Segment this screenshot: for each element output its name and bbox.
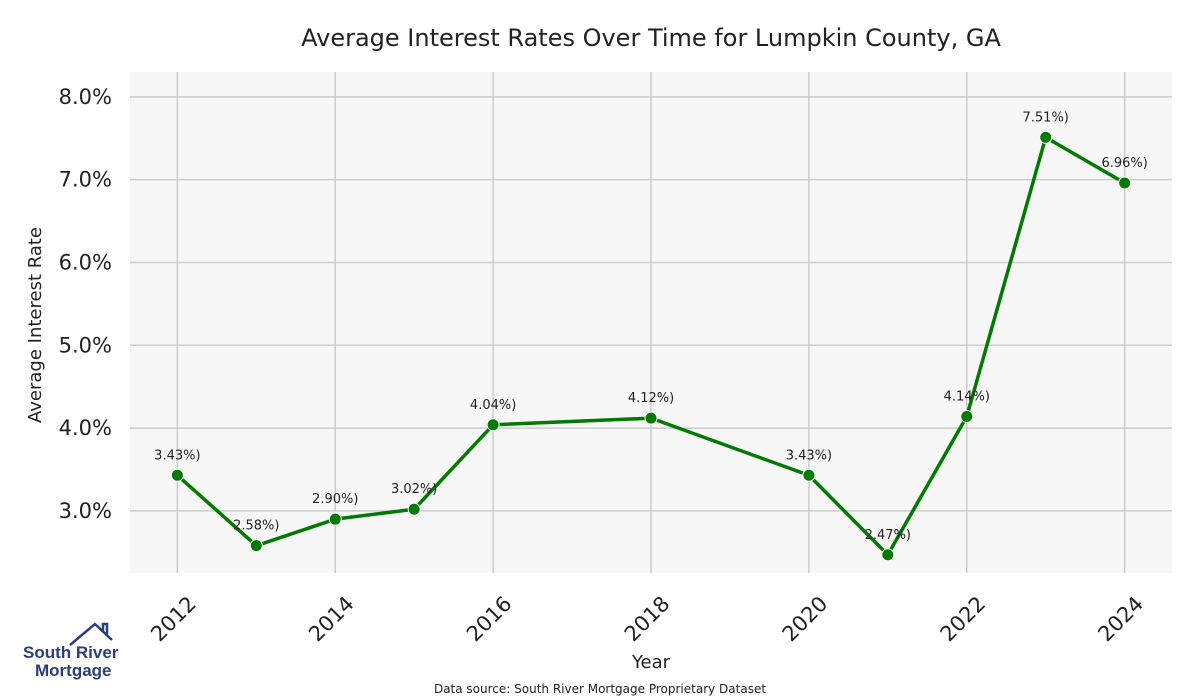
data-label: 2.90%) — [312, 492, 358, 507]
y-tick-label: 6.0% — [59, 250, 112, 274]
data-point — [328, 512, 342, 526]
data-point — [960, 409, 974, 423]
y-tick-label: 4.0% — [59, 416, 112, 440]
logo-line1: South River — [23, 643, 119, 662]
y-axis-ticks: 3.0% 4.0% 5.0% 6.0% 7.0% 8.0% — [59, 85, 112, 523]
x-tick-label: 2022 — [936, 592, 991, 647]
x-tick-label: 2012 — [146, 592, 201, 647]
house-roof-icon — [69, 622, 113, 646]
series-group — [170, 130, 1132, 562]
gridlines — [130, 72, 1172, 573]
data-point — [1118, 176, 1132, 190]
logo-line2: Mortgage — [35, 661, 112, 680]
data-point — [881, 548, 895, 562]
data-label: 6.96%) — [1101, 156, 1147, 171]
x-tick-label: 2020 — [778, 592, 833, 647]
data-point — [1039, 130, 1053, 144]
data-labels: 3.43%) 2.58%) 2.90%) 3.02%) 4.04%) 4.12%) 3.43… — [154, 110, 1148, 542]
x-axis-label: Year — [631, 652, 671, 673]
data-label: 4.12%) — [628, 391, 674, 406]
data-label: 3.43%) — [154, 448, 200, 463]
data-point — [486, 418, 500, 432]
data-point — [802, 468, 816, 482]
data-label: 3.43%) — [786, 448, 832, 463]
y-tick-label: 5.0% — [59, 333, 112, 357]
data-point — [170, 468, 184, 482]
x-axis-ticks: 2012 2014 2016 2018 2020 2022 2024 — [146, 592, 1148, 647]
x-tick-label: 2016 — [462, 592, 517, 647]
south-river-logo: South River Mortgage — [23, 622, 119, 680]
data-label: 7.51%) — [1023, 110, 1069, 125]
data-point — [249, 539, 263, 553]
x-tick-label: 2018 — [620, 592, 675, 647]
y-tick-label: 8.0% — [59, 85, 112, 109]
data-label: 3.02%) — [391, 482, 437, 497]
x-tick-label: 2024 — [1093, 592, 1148, 647]
y-tick-label: 7.0% — [59, 168, 112, 192]
data-label: 2.58%) — [233, 519, 279, 534]
y-tick-label: 3.0% — [59, 499, 112, 523]
x-tick-label: 2014 — [304, 592, 359, 647]
data-point — [407, 502, 421, 516]
data-point — [644, 411, 658, 425]
y-axis-label: Average Interest Rate — [25, 227, 46, 423]
data-label: 2.47%) — [865, 528, 911, 543]
chart-title: Average Interest Rates Over Time for Lum… — [301, 24, 1001, 52]
data-label: 4.14%) — [944, 389, 990, 404]
data-source-note: Data source: South River Mortgage Propri… — [434, 682, 766, 696]
data-label: 4.04%) — [470, 398, 516, 413]
